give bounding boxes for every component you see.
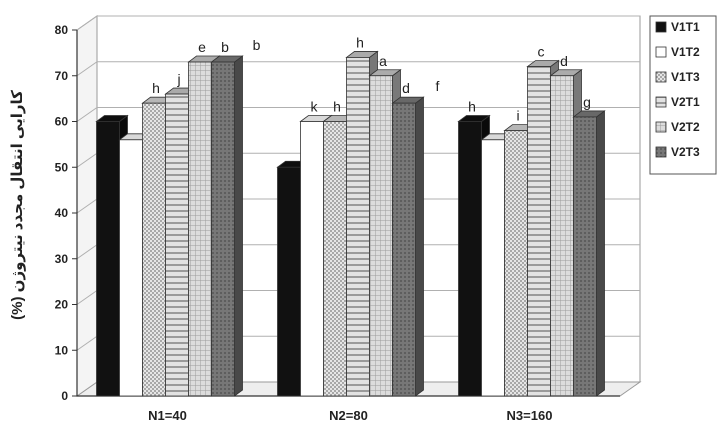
- bar-front: [504, 130, 528, 397]
- y-tick-label: 50: [55, 160, 69, 174]
- bar: [572, 110, 606, 397]
- bar-front: [211, 61, 235, 397]
- bar-front: [119, 139, 143, 397]
- y-tick-label: 60: [55, 115, 69, 129]
- y-tick-label: 80: [55, 23, 69, 37]
- bar: [210, 55, 244, 397]
- y-tick-label: 30: [55, 252, 69, 266]
- bar-letter-label: f: [436, 78, 440, 94]
- bar-front: [481, 139, 505, 397]
- bar: [391, 96, 425, 397]
- bar-letter-label: h: [468, 99, 476, 115]
- bar-letter-label: c: [538, 44, 545, 60]
- bar-front: [458, 121, 482, 397]
- bar-front: [277, 166, 301, 397]
- bar-front: [323, 121, 347, 397]
- legend-swatch: [655, 46, 667, 58]
- legend-swatch: [655, 71, 667, 83]
- bar-letter-label: b: [253, 37, 261, 53]
- bar-side: [415, 96, 424, 397]
- legend-swatch: [655, 146, 667, 158]
- gridline: [76, 15, 640, 31]
- x-category-label: N1=40: [148, 408, 187, 423]
- bar-letter-label: g: [583, 94, 591, 110]
- chart-legend: V1T1 V1T2 V1T3 V2T1 V2T2 V2T3: [649, 15, 717, 175]
- bar-front: [165, 93, 189, 397]
- gridline: [76, 61, 640, 77]
- y-axis-title: کارایی انتقال مجدد نیتروژن (%): [9, 90, 26, 320]
- gridline: [76, 107, 640, 122]
- bar-letter-label: b: [221, 39, 229, 55]
- bar-letter-label: h: [333, 99, 341, 115]
- bar-letter-label: j: [176, 71, 180, 87]
- bar-front: [188, 61, 212, 397]
- chart-bars: [95, 50, 606, 397]
- bar-front: [550, 75, 574, 397]
- legend-label: V1T3: [671, 70, 700, 84]
- legend-swatch: [655, 21, 667, 33]
- legend-label: V1T2: [671, 45, 700, 59]
- bar-letter-label: a: [379, 53, 387, 69]
- bar-front: [573, 116, 597, 397]
- bar-side: [596, 110, 605, 397]
- bar-front: [527, 66, 551, 397]
- bar-letter-label: i: [516, 108, 519, 124]
- y-tick-label: 20: [55, 298, 69, 312]
- y-tick-label: 70: [55, 69, 69, 83]
- bar-letter-label: h: [152, 80, 160, 96]
- bar-letter-label: h: [356, 34, 364, 50]
- legend-swatch: [655, 96, 667, 108]
- legend-label: V1T1: [671, 20, 700, 34]
- bar-front: [392, 102, 416, 397]
- legend-swatch: [655, 121, 667, 133]
- x-category-label: N3=160: [507, 408, 553, 423]
- legend-label: V2T3: [671, 145, 700, 159]
- bar-front: [142, 102, 166, 397]
- bar-side: [234, 55, 243, 397]
- y-tick-label: 40: [55, 206, 69, 220]
- x-category-label: N2=80: [329, 408, 368, 423]
- y-tick-label: 10: [55, 343, 69, 357]
- legend-label: V2T1: [671, 95, 700, 109]
- bar-letter-label: k: [311, 99, 319, 115]
- bar-front: [96, 121, 120, 397]
- bar-front: [369, 75, 393, 397]
- y-tick-label: 0: [61, 389, 68, 403]
- bar-letter-label: d: [402, 80, 410, 96]
- bar-front: [300, 121, 324, 397]
- bar-front: [346, 57, 370, 397]
- bar-letter-label: d: [560, 53, 568, 69]
- bar-letter-label: e: [198, 39, 206, 55]
- legend-label: V2T2: [671, 120, 700, 134]
